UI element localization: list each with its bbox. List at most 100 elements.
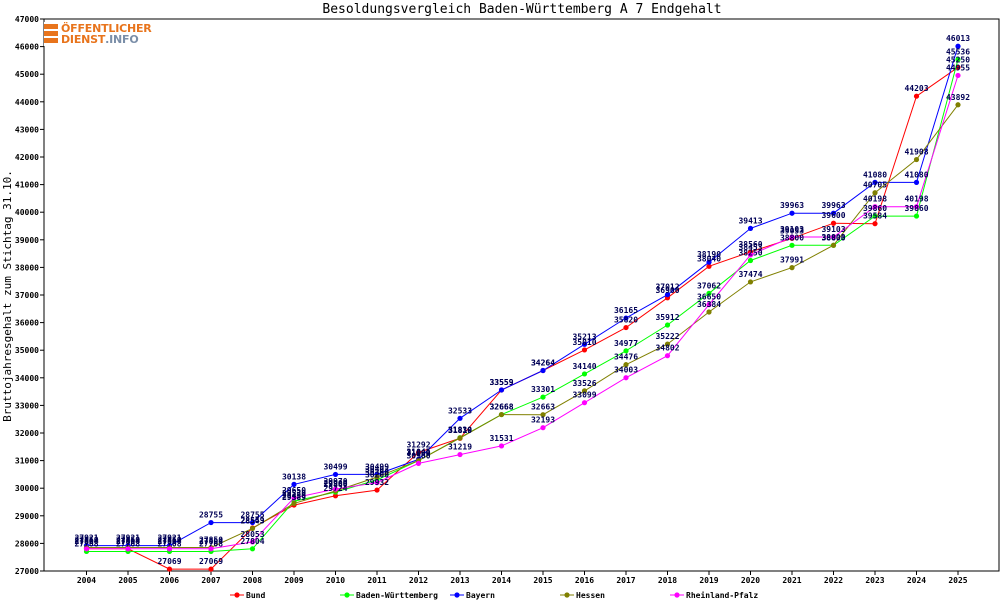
data-label: 30403 [365,465,389,474]
y-tick-label: 35000 [15,346,39,355]
data-label: 34264 [531,359,555,368]
data-point [706,259,712,265]
data-point [955,43,961,49]
data-label: 31219 [448,443,472,452]
x-tick-label: 2022 [824,576,843,585]
data-point [581,347,588,353]
y-tick-label: 31000 [15,457,39,466]
data-point [913,179,920,185]
data-label: 36900 [655,286,679,295]
data-point [623,375,629,381]
data-label: 28755 [240,511,264,520]
data-label: 40198 [863,195,887,204]
logo-line2b: .INFO [105,33,139,46]
data-point [249,539,256,545]
data-point [166,566,173,572]
data-label: 28053 [240,530,264,539]
data-point [457,415,463,421]
data-label: 41080 [904,170,928,179]
x-tick-label: 2009 [284,576,303,585]
data-label: 39413 [738,216,762,225]
data-label: 43892 [946,93,970,102]
data-point [415,449,422,456]
y-tick-label: 41000 [15,181,39,190]
legend-swatch-marker [344,592,350,598]
y-tick-label: 39000 [15,236,39,245]
data-point [581,388,588,394]
data-label: 39600 [821,211,845,220]
data-point [457,451,463,458]
data-label: 29860 [323,480,347,489]
data-label: 34977 [614,339,638,348]
data-label: 28755 [199,511,223,520]
data-point [913,204,920,210]
data-point [581,400,588,406]
data-point [789,265,795,271]
data-point [498,411,505,418]
data-point [208,566,214,572]
data-point [664,322,671,328]
data-point [581,371,588,377]
y-tick-label: 37000 [15,291,39,300]
data-label: 38803 [821,233,845,242]
data-point [623,315,629,321]
data-label: 37062 [697,281,721,290]
data-point [332,486,339,492]
legend-label: Rheinland-Pfalz [686,590,758,600]
legend-label: Baden-Württemberg [356,591,438,600]
data-point [291,481,297,487]
data-label: 29450 [282,491,306,500]
x-tick-label: 2015 [533,576,552,585]
data-point [249,546,256,552]
legend-swatch-marker [454,592,460,598]
legend-swatch-marker [674,592,680,598]
data-point [872,190,878,196]
data-label: 29900 [323,479,347,488]
data-label: 46013 [946,34,970,43]
data-label: 35010 [572,338,596,347]
data-label: 38800 [780,233,804,242]
series-line-Baden-Württemberg [86,59,959,552]
data-label: 32668 [489,403,513,412]
series-line-Bayern [86,46,959,547]
data-label: 36165 [614,306,638,315]
data-label: 39103 [780,225,804,234]
data-label: 33301 [531,385,555,394]
data-label: 30499 [365,462,389,471]
data-point [83,546,90,552]
x-tick-label: 2005 [118,576,137,585]
data-label: 41908 [904,148,928,157]
data-label: 30138 [282,472,306,481]
x-tick-label: 2024 [907,576,926,585]
data-label: 34476 [614,353,638,362]
legend-swatch-marker [234,592,240,598]
y-tick-label: 43000 [15,125,39,134]
series-line-Bund [86,66,959,570]
data-label: 32193 [531,416,555,425]
y-tick-label: 36000 [15,319,39,328]
data-label: 31045 [406,447,430,456]
data-label: 32533 [448,406,472,415]
legend: Bund Baden-Württemberg Bayern Hessen Rheinla… [230,590,758,600]
data-label: 27850 [157,536,181,545]
data-label: 27804 [74,537,98,546]
data-label: 32663 [531,403,555,412]
data-label: 34802 [655,344,679,353]
data-label: 31292 [406,441,430,450]
data-point [955,72,961,79]
data-label: 33099 [572,391,596,400]
x-tick-label: 2010 [326,576,345,585]
data-label: 30900 [406,451,430,460]
x-tick-label: 2018 [658,576,677,585]
data-label: 27069 [199,557,223,566]
x-tick-label: 2023 [865,576,884,585]
data-label: 38040 [697,254,721,263]
data-point [872,204,878,210]
data-label: 44203 [904,84,928,93]
logo-line2a: DIENST [61,33,106,46]
data-point [830,234,837,240]
data-label: 41080 [863,170,887,179]
data-label: 38190 [697,250,721,259]
y-tick-label: 42000 [15,153,39,162]
logo-line1: ÖFFENTLICHER [61,22,152,35]
